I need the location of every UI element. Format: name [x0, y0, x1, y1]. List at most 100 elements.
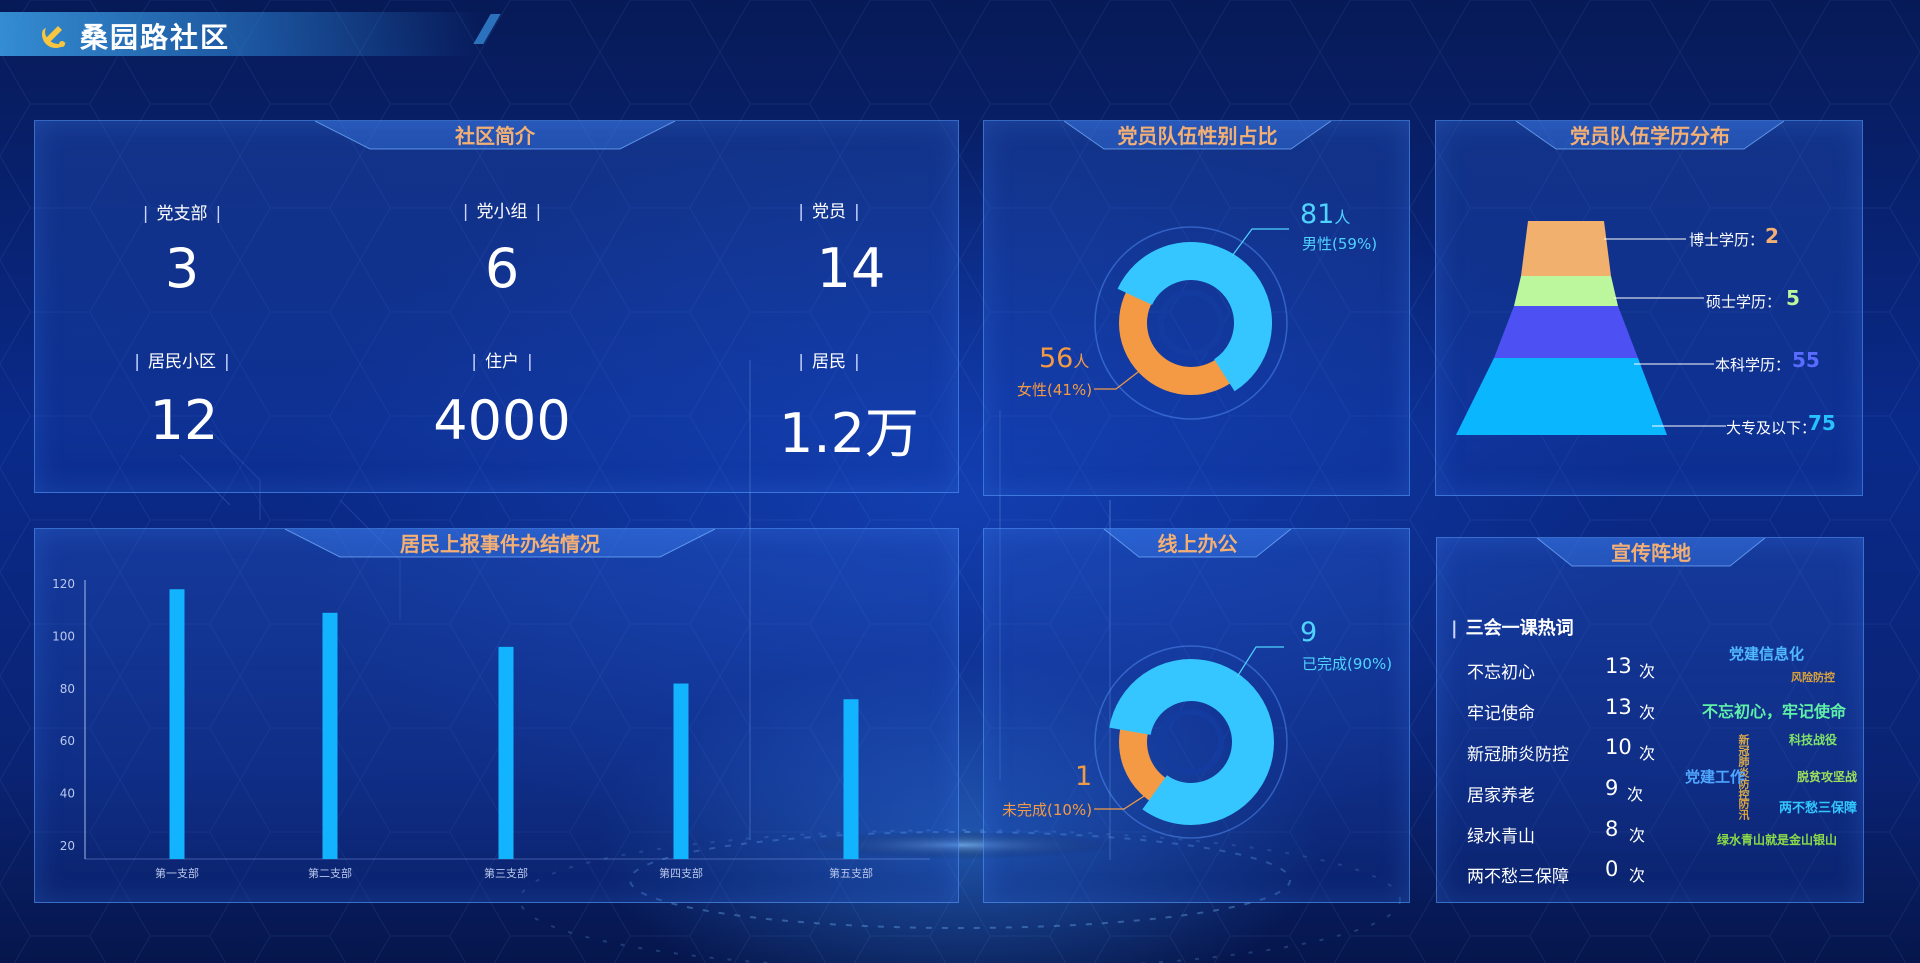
donut-segment-male — [1110, 242, 1272, 404]
cloud-word: 防汛 — [1737, 798, 1750, 820]
keyword-heading: | 三会一课热词 — [1451, 618, 1574, 639]
funnel-value-phd: 2 — [1765, 224, 1779, 248]
events-panel: 居民上报事件办结情况 20 40 60 80 100 120 第一支部 第二支部 第三支部 第四支… — [34, 528, 959, 903]
panel-title-tab — [1536, 538, 1766, 567]
bar-mark — [169, 589, 185, 859]
panel-title-tab — [314, 121, 676, 150]
keyword-row-count: 8 — [1605, 817, 1619, 841]
bar-mark — [843, 699, 859, 859]
stat-value-group: 6 — [484, 237, 520, 300]
done-count: 9 — [1300, 617, 1318, 648]
propaganda-title: 宣传阵地 — [1611, 541, 1691, 565]
keyword-row-unit: 次 — [1639, 744, 1656, 763]
events-title: 居民上报事件办结情况 — [400, 532, 600, 556]
cloud-word: 科技战役 — [1789, 733, 1838, 747]
keyword-row-count: 13 — [1605, 654, 1632, 678]
gender-title: 党员队伍性别占比 — [1117, 124, 1278, 148]
female-percent: 女性(41%) — [1017, 381, 1093, 399]
online-title: 线上办公 — [1157, 532, 1238, 556]
y-tick-label: 20 — [60, 839, 75, 853]
stat-value-household: 4000 — [433, 389, 571, 452]
x-tick-label: 第二支部 — [308, 866, 352, 880]
stat-value-estate: 12 — [149, 389, 219, 452]
keyword-row-count: 10 — [1605, 735, 1632, 759]
done-percent: 已完成(90%) — [1302, 655, 1393, 673]
education-title: 党员队伍学历分布 — [1570, 124, 1730, 148]
keyword-row-unit: 次 — [1639, 662, 1656, 681]
x-tick-label: 第三支部 — [484, 866, 528, 880]
keyword-row-unit: 次 — [1629, 826, 1646, 845]
cloud-word: 党建信息化 — [1729, 645, 1805, 663]
keyword-row-label: 新冠肺炎防控 — [1467, 745, 1569, 765]
bar-mark — [673, 683, 689, 859]
funnel-value-bachelor: 55 — [1792, 348, 1820, 372]
stat-value-resident: 1.2万 — [779, 402, 919, 465]
funnel-bachelor — [1494, 306, 1638, 358]
education-funnel-chart — [1456, 221, 1726, 435]
funnel-value-college: 75 — [1808, 411, 1836, 435]
funnel-label-phd: 博士学历： — [1689, 231, 1765, 249]
stat-label-estate: | 居民小区 | — [134, 352, 230, 372]
funnel-label-master: 硕士学历： — [1706, 293, 1782, 311]
stat-label-household: | 住户 | — [471, 352, 533, 372]
funnel-label-college: 大专及以下： — [1726, 419, 1817, 437]
bar-mark — [322, 612, 338, 859]
funnel-college — [1456, 358, 1667, 435]
bar-mark — [498, 646, 514, 859]
female-count: 56人 — [1039, 343, 1090, 374]
stat-value-member: 14 — [816, 237, 886, 300]
keyword-row-label: 绿水青山 — [1467, 827, 1535, 847]
keyword-row-unit: 次 — [1629, 866, 1646, 885]
panel-title-tab — [1063, 121, 1332, 150]
panel-title-tab — [1515, 121, 1785, 150]
funnel-master — [1514, 276, 1618, 306]
male-count: 81人 — [1300, 199, 1351, 230]
header-banner — [0, 12, 480, 56]
stat-label-branch: | 党支部 | — [142, 204, 222, 224]
keyword-row-label: 牢记使命 — [1467, 704, 1535, 724]
x-tick-label: 第五支部 — [829, 866, 873, 880]
y-tick-label: 60 — [60, 734, 75, 748]
panel-title-tab — [1103, 529, 1292, 558]
y-tick-label: 80 — [60, 682, 75, 696]
events-bar-chart: 20 40 60 80 100 120 第一支部 第二支部 第三支部 第四支部 第五支部 — [52, 577, 930, 880]
education-panel: 党员队伍学历分布 博士学历： 2 硕士学历： 5 本科学历： 55 大专及以下：… — [1435, 120, 1863, 496]
y-tick-label: 40 — [60, 787, 75, 801]
undone-count: 1 — [1075, 761, 1093, 792]
panel-title-tab — [284, 529, 716, 558]
cloud-word: 不忘初心，牢记使命 — [1702, 702, 1847, 721]
online-donut-chart — [1094, 645, 1288, 839]
funnel-phd — [1521, 221, 1611, 276]
propaganda-panel: 宣传阵地 | 三会一课热词 不忘初心 13 次 牢记使命 13 次 新冠肺炎防控 … — [1436, 537, 1864, 903]
cloud-word: 党建工作 — [1685, 768, 1746, 786]
intro-panel: 社区简介 | 党支部 | 3 | 党小组 | 6 | 党员 | 14 | 居民小区 | 12 |… — [34, 120, 959, 493]
cloud-word: 新冠肺炎防控 — [1737, 734, 1750, 800]
cloud-word: 两不愁三保障 — [1779, 801, 1858, 816]
cloud-word: 风险防控 — [1791, 671, 1835, 684]
keyword-row-label: 不忘初心 — [1467, 663, 1535, 683]
x-tick-label: 第四支部 — [659, 866, 703, 880]
keyword-row-count: 9 — [1605, 776, 1619, 800]
cloud-word: 绿水青山就是金山银山 — [1717, 833, 1838, 847]
keyword-row-unit: 次 — [1627, 785, 1644, 804]
gender-donut-chart — [1094, 226, 1289, 420]
undone-percent: 未完成(10%) — [1002, 801, 1093, 819]
party-emblem-icon — [42, 26, 66, 48]
stat-label-resident: | 居民 | — [798, 352, 860, 372]
keyword-row-label: 居家养老 — [1467, 786, 1535, 806]
app-title: 桑园路社区 — [80, 21, 231, 54]
cloud-word: 脱贫攻坚战 — [1797, 770, 1858, 784]
y-tick-label: 100 — [52, 629, 75, 643]
online-panel: 线上办公 9 已完成(90%) 1 未完成(10%) — [983, 528, 1410, 903]
male-percent: 男性(59%) — [1302, 235, 1378, 253]
keyword-row-unit: 次 — [1639, 703, 1656, 722]
gender-panel: 党员队伍性别占比 81人 男性(59%) 56人 女性(41%) — [983, 120, 1410, 496]
funnel-value-master: 5 — [1786, 286, 1800, 310]
intro-title: 社区简介 — [455, 124, 535, 148]
keyword-row-count: 0 — [1605, 857, 1619, 881]
y-tick-label: 120 — [52, 577, 75, 591]
keyword-row-count: 13 — [1605, 695, 1632, 719]
stat-value-branch: 3 — [164, 237, 200, 300]
